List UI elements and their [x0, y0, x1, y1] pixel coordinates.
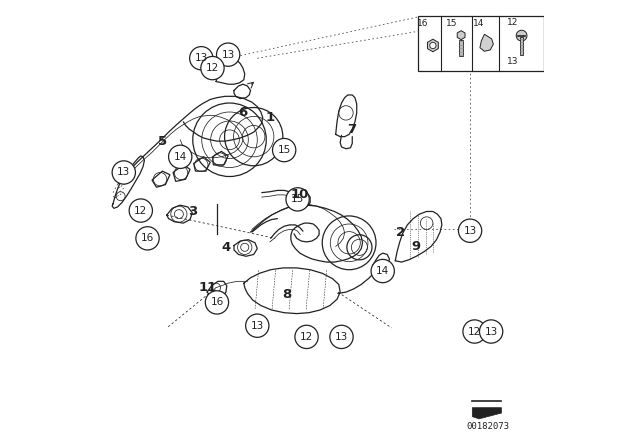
- Circle shape: [273, 138, 296, 162]
- Text: 2: 2: [396, 226, 405, 240]
- Text: 15: 15: [278, 145, 291, 155]
- Circle shape: [516, 30, 527, 41]
- Text: 13: 13: [251, 321, 264, 331]
- Circle shape: [112, 161, 136, 184]
- Text: 14: 14: [376, 266, 389, 276]
- Circle shape: [430, 42, 436, 49]
- Text: 12: 12: [300, 332, 313, 342]
- Polygon shape: [472, 408, 502, 419]
- Circle shape: [458, 219, 482, 242]
- Circle shape: [246, 314, 269, 337]
- Circle shape: [330, 325, 353, 349]
- Text: 7: 7: [347, 123, 356, 137]
- Text: 16: 16: [211, 297, 223, 307]
- Text: 12: 12: [468, 327, 481, 336]
- Text: 16: 16: [417, 19, 429, 28]
- Text: 13: 13: [463, 226, 477, 236]
- Circle shape: [136, 227, 159, 250]
- Text: 13: 13: [484, 327, 498, 336]
- Text: 14: 14: [474, 19, 484, 28]
- Text: 14: 14: [173, 152, 187, 162]
- Text: 13: 13: [221, 50, 235, 60]
- Bar: [520, 36, 524, 55]
- Circle shape: [205, 291, 228, 314]
- Circle shape: [201, 56, 224, 80]
- Text: 12: 12: [507, 18, 518, 27]
- Text: 12: 12: [134, 206, 147, 215]
- Text: 10: 10: [291, 188, 309, 202]
- Text: 16: 16: [141, 233, 154, 243]
- Circle shape: [479, 320, 503, 343]
- Text: 13: 13: [507, 57, 518, 66]
- Text: 6: 6: [238, 106, 248, 120]
- Circle shape: [295, 325, 318, 349]
- Text: 00182073: 00182073: [467, 422, 509, 431]
- Bar: [459, 39, 463, 56]
- Text: 9: 9: [412, 240, 421, 253]
- Text: 1: 1: [265, 111, 275, 124]
- Text: 5: 5: [157, 134, 167, 148]
- Text: 4: 4: [221, 241, 230, 254]
- Bar: [418, 16, 544, 71]
- Text: 13: 13: [195, 53, 208, 63]
- Polygon shape: [457, 30, 465, 40]
- Text: 11: 11: [199, 281, 217, 294]
- Circle shape: [189, 47, 213, 70]
- Circle shape: [168, 145, 192, 168]
- Polygon shape: [480, 34, 493, 52]
- Text: 13: 13: [117, 168, 131, 177]
- Circle shape: [463, 320, 486, 343]
- Circle shape: [286, 188, 309, 211]
- Circle shape: [216, 43, 240, 66]
- Text: 15: 15: [447, 19, 458, 28]
- Text: 3: 3: [188, 205, 197, 218]
- Text: 12: 12: [206, 63, 219, 73]
- Text: 8: 8: [282, 288, 291, 302]
- Circle shape: [129, 199, 152, 222]
- Circle shape: [371, 259, 394, 283]
- Polygon shape: [428, 39, 438, 52]
- Text: 13: 13: [335, 332, 348, 342]
- Text: 15: 15: [291, 194, 304, 204]
